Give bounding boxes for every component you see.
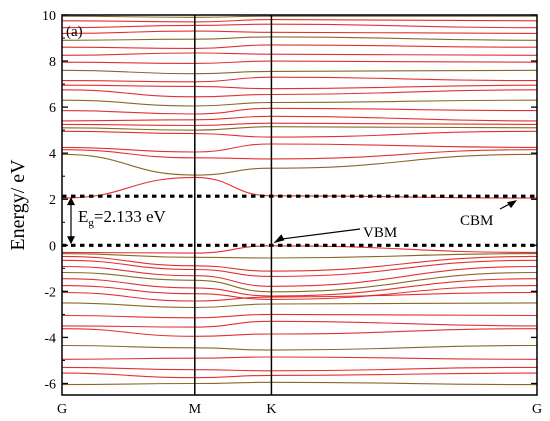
- conduction-band-2: [61, 149, 538, 160]
- valence-band-15: [61, 366, 538, 372]
- y-axis-ticks: -6 -4 -2 0 2 4 6 8 10: [42, 9, 537, 392]
- conduction-band-10: [61, 89, 538, 98]
- y-tick-label: 6: [49, 101, 56, 116]
- vbm-arrowhead: [273, 234, 285, 244]
- x-tick-label-0: G: [57, 402, 67, 417]
- vbm-label: VBM: [363, 225, 397, 241]
- band-gap-label-rest: =2.133 eV: [94, 207, 167, 226]
- valence-band-17: [61, 381, 538, 386]
- band-gap-arrowhead-top: [67, 197, 75, 206]
- valence-band-8: [61, 291, 538, 302]
- cbm-arrowhead: [507, 200, 517, 209]
- y-axis-title: Energy/ eV: [7, 159, 29, 251]
- conduction-band-1: [61, 153, 538, 176]
- band-lines: [61, 15, 538, 386]
- valence-band-5: [61, 271, 538, 293]
- cbm-label: CBM: [460, 213, 493, 229]
- conduction-band-19: [61, 23, 538, 29]
- valence-band-0: [61, 245, 538, 254]
- valence-band-2: [61, 255, 538, 272]
- conduction-band-13: [61, 69, 538, 75]
- conduction-band-8: [61, 107, 538, 115]
- y-tick-label: 2: [49, 193, 56, 208]
- conduction-band-7: [61, 115, 538, 122]
- conduction-band-14: [61, 60, 538, 64]
- band-edge-dashed-lines: [62, 194, 537, 247]
- valence-band-6: [61, 278, 538, 297]
- conduction-band-20: [61, 19, 538, 23]
- vbm-annotation: VBM: [273, 225, 397, 244]
- valence-band-13: [61, 344, 538, 351]
- conduction-band-3: [61, 143, 538, 153]
- valence-band-4: [61, 265, 538, 287]
- conduction-band-15: [61, 52, 538, 56]
- conduction-band-4: [61, 130, 538, 138]
- band-gap-label: Eg=2.133 eV: [78, 207, 167, 229]
- y-tick-label: 10: [42, 9, 56, 24]
- conduction-band-21: [61, 15, 537, 18]
- y-tick-label: -6: [44, 377, 56, 392]
- x-tick-label-3: G: [532, 402, 542, 417]
- y-tick-label: 4: [49, 147, 56, 162]
- conduction-band-16: [61, 44, 538, 49]
- valence-band-9: [61, 302, 538, 309]
- band-gap-label-main: E: [78, 207, 88, 226]
- y-tick-label: 0: [49, 239, 56, 254]
- valence-band-16: [61, 372, 538, 379]
- conduction-band-17: [61, 36, 538, 41]
- y-tick-label: -2: [44, 285, 56, 300]
- panel-label: (a): [66, 24, 83, 40]
- kpath-vertical-lines: [194, 15, 273, 395]
- valence-band-11: [61, 320, 538, 328]
- band-gap-annotation: Eg=2.133 eV: [67, 197, 167, 245]
- valence-band-12: [61, 328, 538, 337]
- valence-band-14: [61, 356, 538, 360]
- band-gap-label-sub: g: [88, 217, 94, 229]
- y-tick-label: 8: [49, 55, 56, 70]
- vbm-arrow: [279, 228, 361, 240]
- cbm-annotation: CBM: [460, 200, 517, 229]
- conduction-band-6: [61, 122, 538, 127]
- conduction-band-18: [61, 30, 538, 34]
- conduction-band-12: [61, 76, 538, 83]
- valence-band-7: [61, 285, 538, 300]
- conduction-band-9: [61, 99, 538, 107]
- plot-frame: [61, 14, 538, 396]
- band-gap-arrowhead-bottom: [67, 236, 75, 245]
- valence-band-1: [61, 253, 538, 259]
- x-tick-label-1: M: [189, 402, 202, 417]
- valence-band-3: [61, 259, 538, 277]
- y-tick-label: -4: [44, 331, 56, 346]
- valence-band-10: [61, 313, 538, 319]
- x-tick-label-2: K: [266, 402, 276, 417]
- conduction-band-5: [61, 126, 538, 131]
- conduction-band-11: [61, 84, 538, 90]
